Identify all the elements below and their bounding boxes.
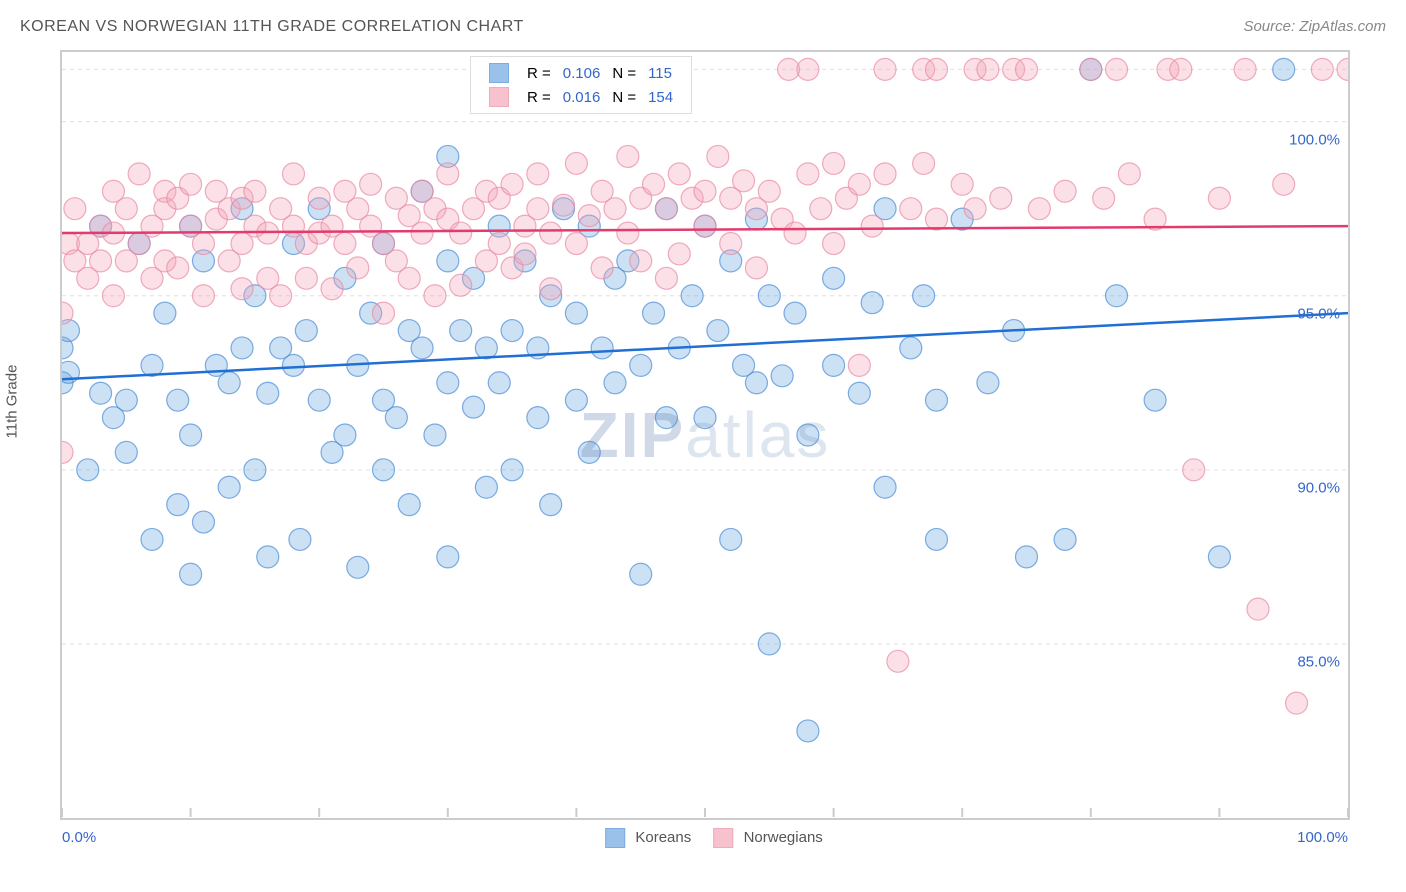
legend-label-norwegians: Norwegians bbox=[744, 829, 823, 846]
chart-source: Source: ZipAtlas.com bbox=[1243, 18, 1386, 35]
y-tick-label: 95.0% bbox=[1297, 305, 1340, 322]
swatch-norwegians bbox=[489, 87, 509, 107]
y-tick-label: 100.0% bbox=[1289, 131, 1340, 148]
scatter-plot: ZIPatlas R = 0.106 N = 115 R = 0.016 N =… bbox=[60, 50, 1350, 820]
legend-row-norwegians: R = 0.016 N = 154 bbox=[483, 85, 679, 109]
y-axis-label: 11th Grade bbox=[4, 365, 21, 439]
y-tick-label: 85.0% bbox=[1297, 653, 1340, 670]
x-tick-label: 100.0% bbox=[1297, 829, 1348, 846]
chart-svg bbox=[62, 52, 1348, 818]
y-tick-label: 90.0% bbox=[1297, 479, 1340, 496]
legend-correlation: R = 0.106 N = 115 R = 0.016 N = 154 bbox=[470, 56, 692, 114]
swatch-bottom-norwegians bbox=[713, 828, 733, 848]
chart-header: KOREAN VS NORWEGIAN 11TH GRADE CORRELATI… bbox=[20, 18, 1386, 42]
legend-series: Koreans Norwegians bbox=[587, 828, 823, 848]
legend-label-koreans: Koreans bbox=[635, 829, 691, 846]
x-tick-label: 0.0% bbox=[62, 829, 96, 846]
chart-title: KOREAN VS NORWEGIAN 11TH GRADE CORRELATI… bbox=[20, 18, 524, 35]
swatch-bottom-koreans bbox=[605, 828, 625, 848]
legend-row-koreans: R = 0.106 N = 115 bbox=[483, 61, 679, 85]
swatch-koreans bbox=[489, 63, 509, 83]
